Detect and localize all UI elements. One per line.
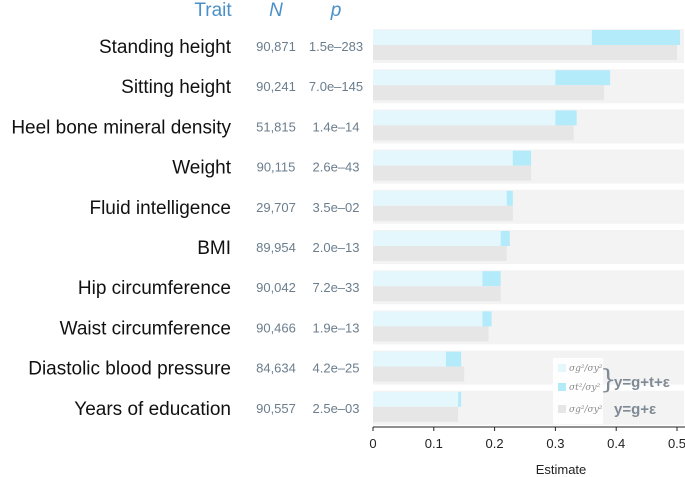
trait-label: Standing height (99, 37, 232, 58)
bar-g-reduced (373, 125, 574, 141)
x-tick-label: 0.4 (607, 436, 625, 451)
bar-g-full (373, 110, 556, 126)
bar-t-full (482, 311, 492, 327)
trait-label: Sitting height (121, 77, 232, 98)
sample-size: 90,241 (256, 79, 296, 94)
p-value: 1.5e–283 (309, 39, 363, 54)
p-value: 2.0e–13 (313, 240, 360, 255)
legend-brace: } (600, 365, 617, 395)
trait-label: BMI (197, 238, 231, 259)
legend-item-label: σg²/σy² (569, 364, 603, 374)
p-value: 4.2e–25 (313, 361, 360, 376)
bar-g-full (373, 231, 501, 246)
bar-g-reduced (373, 246, 507, 261)
row: BMI 89,954 2.0e–13 (197, 230, 684, 264)
trait-label: Years of education (74, 399, 231, 420)
bar-t-full (555, 110, 577, 126)
sample-size: 29,707 (256, 200, 296, 215)
row: Weight 90,115 2.6e–43 (172, 149, 684, 184)
sample-size: 90,557 (256, 401, 296, 416)
row: Standing height 90,871 1.5e–283 (99, 29, 684, 63)
bar-g-full (373, 150, 513, 166)
sample-size: 90,871 (256, 39, 296, 54)
bar-g-full (373, 30, 592, 45)
bar-t-full (500, 231, 510, 246)
legend-item-label: σt²/σy² (569, 383, 601, 393)
bar-g-full (373, 271, 483, 287)
bar-t-full (458, 391, 462, 407)
bar-g-reduced (373, 205, 513, 221)
x-tick-label: 0.5 (668, 436, 685, 451)
bar-g-reduced (373, 45, 677, 60)
legend-swatch (558, 364, 566, 372)
legend: σg²/σy² σt²/σy² σg²/σy²}y=g+t+ε y=g+ε (553, 358, 670, 424)
p-value: 1.9e–13 (313, 320, 360, 335)
sample-size: 90,466 (256, 320, 296, 335)
bar-t-full (445, 351, 462, 367)
row: Years of education 90,557 2.5e–03 (74, 390, 684, 425)
bar-t-full (591, 30, 681, 45)
bar-g-full (373, 190, 507, 206)
legend-model-reduced: y=g+ε (614, 401, 656, 418)
header-n: N (269, 0, 283, 21)
row: Sitting height 90,241 7.0e–145 (121, 69, 684, 104)
sample-size: 90,042 (256, 280, 296, 295)
trait-label: Fluid intelligence (89, 198, 231, 219)
row: Waist circumference 90,466 1.9e–13 (60, 310, 684, 345)
bar-g-reduced (373, 286, 501, 302)
x-tick-label: 0.3 (546, 436, 564, 451)
legend-swatch (558, 405, 566, 413)
x-tick-label: 0.1 (425, 436, 443, 451)
row: Heel bone mineral density 51,815 1.4e–14 (11, 109, 684, 144)
x-axis-label: Estimate (536, 462, 587, 477)
p-value: 3.5e–02 (313, 200, 360, 215)
bar-g-reduced (373, 165, 532, 181)
sample-size: 90,115 (257, 160, 296, 175)
legend-model-full: y=g+t+ε (614, 374, 670, 391)
bar-g-reduced (373, 326, 489, 342)
bar-t-full (555, 70, 611, 86)
bar-g-full (373, 391, 459, 407)
rows: Standing height 90,871 1.5e–283 Sitting hei… (11, 29, 684, 425)
header-trait: Trait (194, 0, 232, 21)
bar-g-reduced (373, 406, 459, 422)
header-p: p (330, 0, 342, 21)
bar-g-full (373, 351, 446, 367)
p-value: 7.0e–145 (309, 79, 363, 94)
x-axis: 0 0.1 0.2 0.3 0.4 0.5 (369, 426, 685, 451)
x-tick-label: 0 (369, 436, 376, 451)
p-value: 2.6e–43 (313, 160, 360, 175)
trait-label: Heel bone mineral density (11, 117, 231, 138)
row: Hip circumference 90,042 7.2e–33 (78, 270, 684, 305)
trait-label: Waist circumference (60, 318, 231, 339)
bar-t-full (482, 271, 501, 287)
p-value: 2.5e–03 (313, 401, 360, 416)
x-tick-label: 0.2 (486, 436, 504, 451)
sample-size: 51,815 (256, 119, 296, 134)
trait-label: Diastolic blood pressure (28, 359, 231, 380)
bar-t-full (506, 190, 513, 206)
bar-g-reduced (373, 85, 605, 101)
legend-item-label: σg²/σy² (569, 405, 603, 415)
row: Fluid intelligence 29,707 3.5e–02 (89, 189, 684, 224)
p-value: 7.2e–33 (313, 280, 360, 295)
sample-size: 89,954 (256, 240, 296, 255)
bar-g-full (373, 70, 556, 86)
bar-g-full (373, 311, 483, 327)
legend-swatch (558, 383, 566, 391)
p-value: 1.4e–14 (313, 119, 360, 134)
sample-size: 84,634 (256, 361, 296, 376)
trait-label: Weight (172, 158, 232, 179)
row: Diastolic blood pressure 84,634 4.2e–25 (28, 350, 684, 385)
bar-t-full (512, 150, 532, 166)
bar-g-reduced (373, 366, 465, 382)
trait-label: Hip circumference (78, 278, 231, 299)
